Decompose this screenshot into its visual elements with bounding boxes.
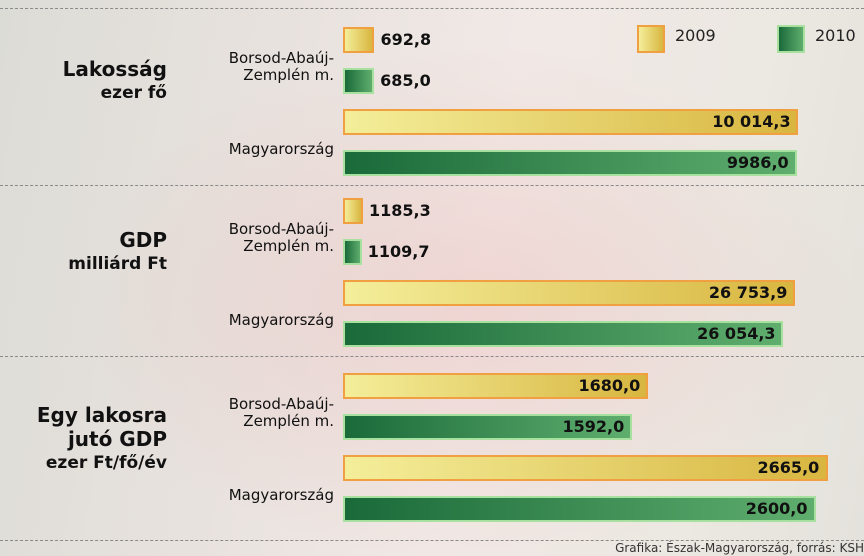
value-label: 1592,0 [562, 414, 624, 440]
bar [343, 239, 362, 265]
legend-label: 2010 [815, 26, 856, 45]
legend-label: 2009 [675, 26, 716, 45]
separator [0, 8, 864, 9]
value-label: 2665,0 [758, 455, 820, 481]
value-label: 26 753,9 [709, 280, 787, 306]
value-label: 2600,0 [746, 496, 808, 522]
separator [0, 185, 864, 186]
infographic: 2009 2010 Grafika: Észak-Magyarország, f… [0, 0, 864, 556]
value-label: 1680,0 [578, 373, 640, 399]
panel-subtitle: ezer Ft/fő/év [0, 451, 167, 475]
category-label: Borsod-Abaúj-Zemplén m. [184, 50, 334, 84]
value-label: 1185,3 [369, 198, 431, 224]
panel-subtitle: milliárd Ft [0, 252, 167, 276]
category-label: Magyarország [184, 487, 334, 504]
value-label: 10 014,3 [712, 109, 790, 135]
legend-swatch [637, 25, 665, 53]
category-label: Magyarország [184, 141, 334, 158]
bar [343, 27, 374, 53]
panel-title: Egy lakosra jutó GDP [0, 403, 167, 451]
value-label: 692,8 [380, 27, 431, 53]
category-label: Magyarország [184, 312, 334, 329]
value-label: 26 054,3 [697, 321, 775, 347]
value-label: 1109,7 [368, 239, 430, 265]
panel-subtitle: ezer fő [0, 81, 167, 105]
value-label: 685,0 [380, 68, 431, 94]
value-label: 9986,0 [727, 150, 789, 176]
bar [343, 198, 363, 224]
legend-swatch [777, 25, 805, 53]
category-label: Borsod-Abaúj-Zemplén m. [184, 221, 334, 255]
panel-title: Lakosság [0, 57, 167, 81]
category-label: Borsod-Abaúj-Zemplén m. [184, 396, 334, 430]
bar [343, 68, 374, 94]
panel-title: GDP [0, 228, 167, 252]
separator [0, 356, 864, 357]
bar [343, 455, 828, 481]
source: Grafika: Észak-Magyarország, forrás: KSH [615, 541, 864, 555]
